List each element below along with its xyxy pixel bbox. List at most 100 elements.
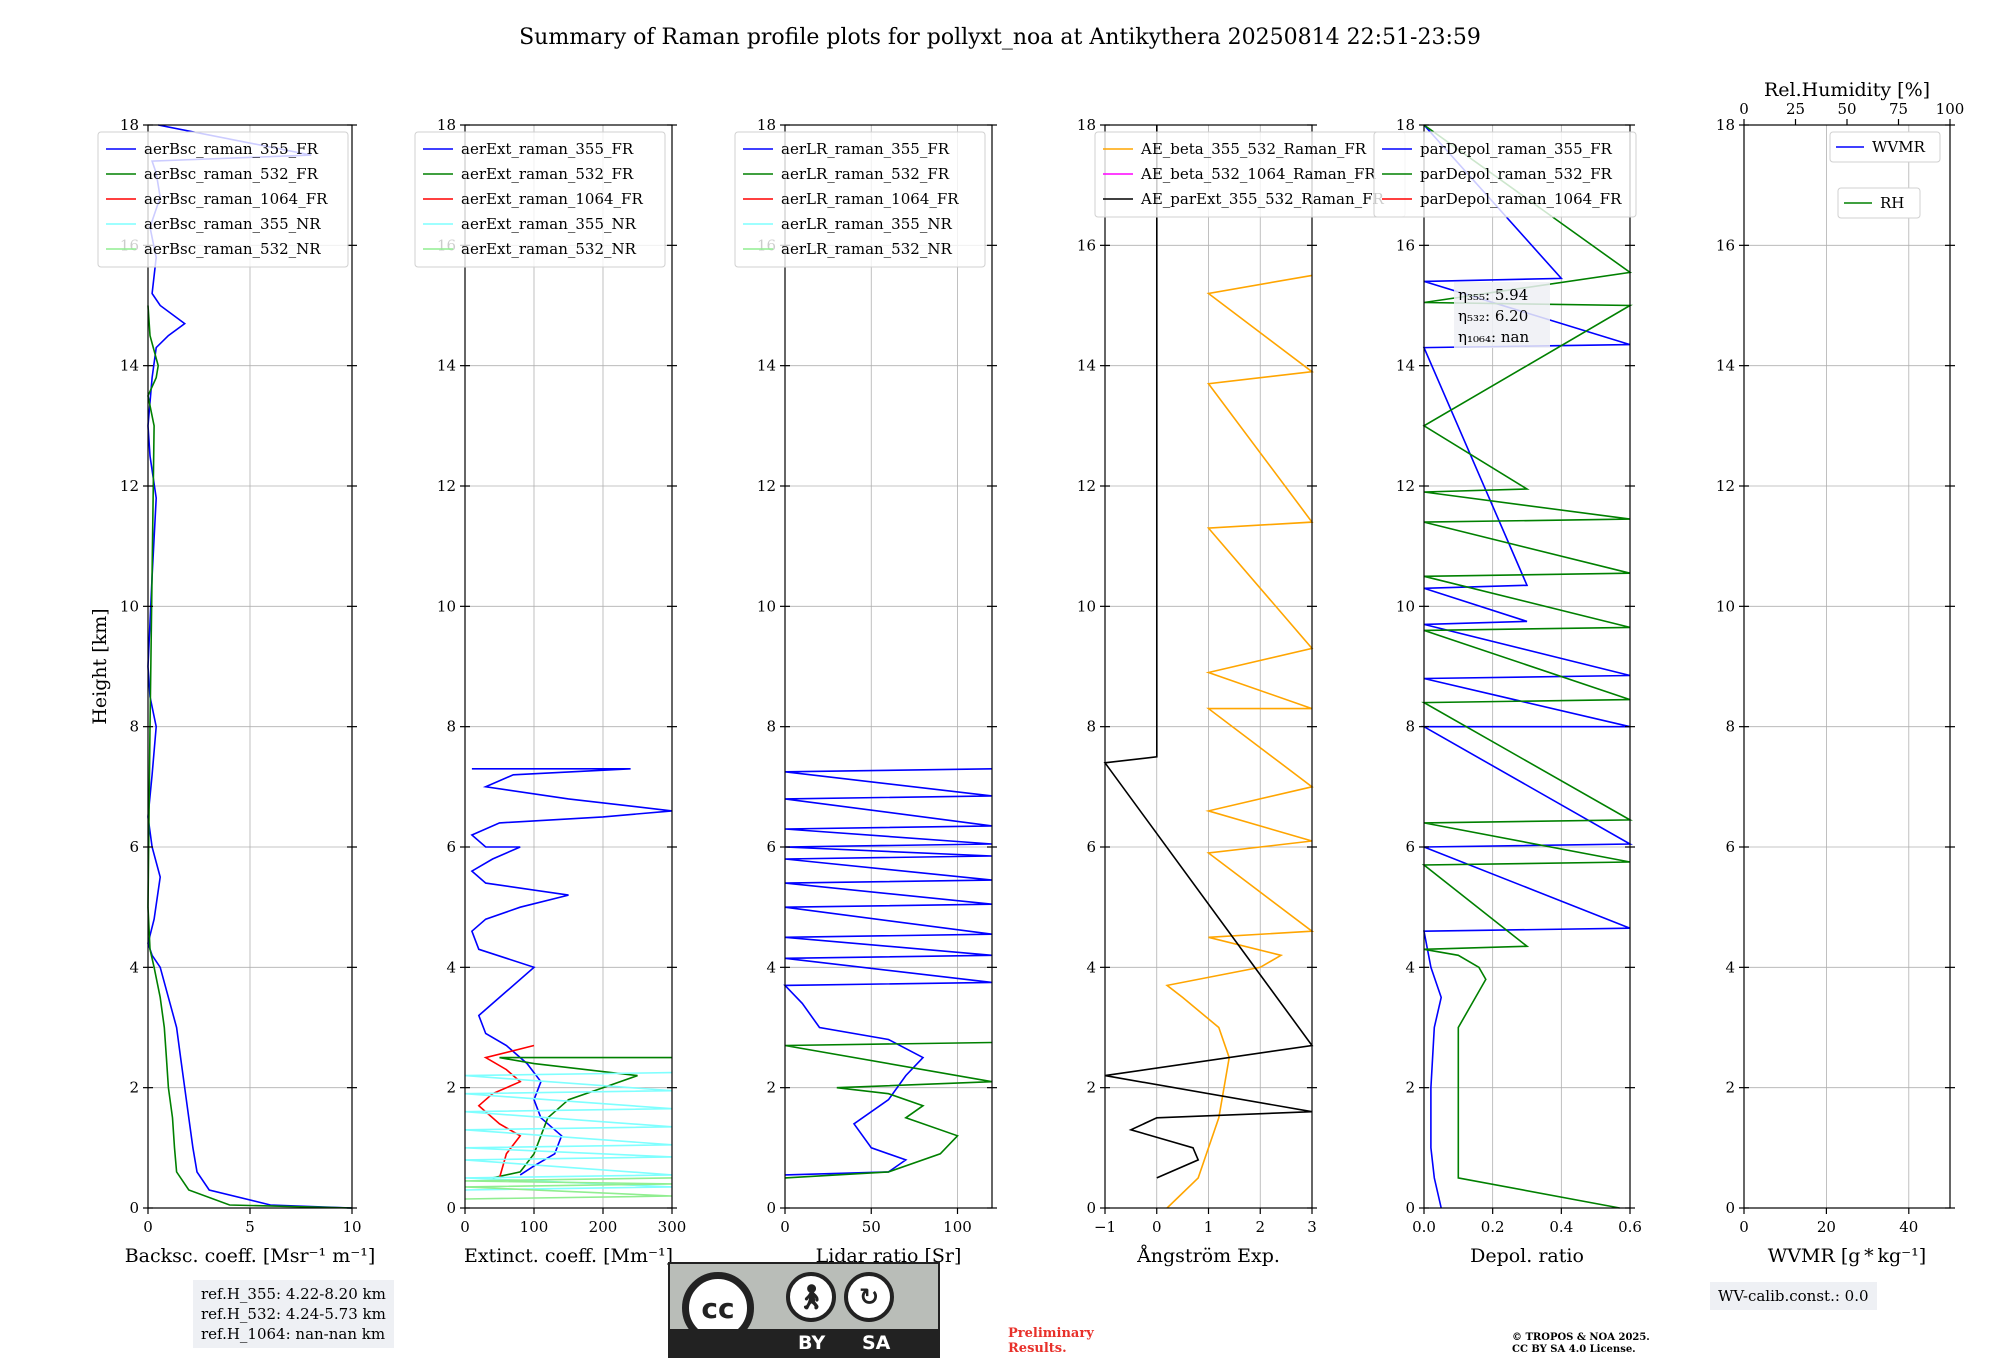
ref-height-355: ref.H_355: 4.22-8.20 km [201,1285,386,1303]
y-tick-label: 14 [437,357,456,375]
x-tick-label: 300 [658,1218,687,1236]
annotation-line: η₅₃₂: 6.20 [1458,307,1528,325]
x-axis-label: Ångström Exp. [1136,1245,1280,1267]
share-alike-icon: ↻ [844,1272,894,1322]
legend-label: aerBsc_raman_355_FR [144,140,319,158]
legend-label: aerLR_raman_355_NR [781,215,952,233]
y-tick-label: 18 [1396,116,1415,134]
y-tick-label: 2 [129,1079,139,1097]
legend-label: aerLR_raman_532_FR [781,165,950,183]
wv-calib-box: WV-calib.const.: 0.0 [1710,1282,1877,1310]
y-tick-label: 12 [120,477,139,495]
ref-height-box: ref.H_355: 4.22-8.20 km ref.H_532: 4.24-… [193,1280,394,1348]
y-tick-label: 14 [757,357,776,375]
y-tick-label: 8 [446,718,456,736]
y-tick-label: 4 [129,958,139,976]
x-tick-label: 5 [245,1218,255,1236]
x-axis-label: Depol. ratio [1470,1245,1584,1267]
y-tick-label: 4 [446,958,456,976]
y-tick-label: 16 [1077,236,1096,254]
y-axis-label: Height [km] [89,608,111,724]
copyright-note: © TROPOS & NOA 2025. CC BY SA 4.0 Licens… [1512,1332,1650,1356]
panel-2: 0246810121416180100200300Extinct. coeff.… [414,116,687,1267]
y-tick-label: 10 [1396,597,1415,615]
copyright-line-1: © TROPOS & NOA 2025. [1512,1332,1650,1343]
y-tick-label: 16 [1716,236,1735,254]
x-tick-label: 0 [780,1218,790,1236]
x-tick-label: 100 [943,1218,972,1236]
y-tick-label: 0 [129,1199,139,1217]
x2-axis-label: Rel.Humidity [%] [1764,79,1930,101]
series-line-aerBsc_raman_532_FR [147,305,353,1209]
legend-label: aerBsc_raman_355_NR [144,215,321,233]
legend-label: aerLR_raman_1064_FR [781,190,959,208]
legend-label: aerLR_raman_532_NR [781,240,952,258]
x2-tick-label: 25 [1786,100,1805,118]
plot-frame [784,124,993,1209]
annotation-box [1454,282,1550,348]
y-tick-label: 4 [1086,958,1096,976]
series-line-AE_parExt_355_532_Raman_FR [1103,125,1314,1179]
annotation-line: η₃₅₅: 5.94 [1458,286,1528,304]
y-tick-label: 6 [1086,838,1096,856]
legend-label: aerBsc_raman_532_FR [144,165,319,183]
x-tick-label: 0 [143,1218,153,1236]
panel-5: 0 2 4 6 8 10 12 14 16 18 0.0 0.2 0.4 0.6 Depol. ratio p… [1373,116,1642,1267]
cc-license-logo: cc 🚶︎ ↻ BY SA [668,1262,940,1358]
legend-label: parDepol_raman_532_FR [1420,165,1613,183]
x-tick-label: 3 [1307,1218,1317,1236]
preliminary-note: Preliminary Results. [1008,1326,1094,1356]
series-line-parDepol_raman_532_FR [1421,124,1633,1209]
legend-label: parDepol_raman_1064_FR [1420,190,1622,208]
panel-3: 024681012141618050100Lidar ratio [Sr]aer… [734,116,997,1267]
y-tick-label: 16 [1396,236,1415,254]
x-tick-label: 50 [862,1218,881,1236]
legend-label: aerExt_raman_532_FR [461,165,634,183]
x2-tick-label: 50 [1837,100,1856,118]
y-tick-label: 2 [1725,1079,1735,1097]
series-line-AE_beta_355_532_Raman_FR [1165,274,1315,1209]
legend-label: RH [1880,194,1904,212]
person-icon: 🚶︎ [786,1272,836,1322]
y-tick-label: 0 [446,1199,456,1217]
y-tick-label: 8 [1086,718,1096,736]
x-axis-label: Backsc. coeff. [Msr⁻¹ m⁻¹] [125,1245,376,1267]
y-tick-label: 10 [437,597,456,615]
y-tick-label: 18 [757,116,776,134]
legend-label: AE_parExt_355_532_Raman_FR [1140,190,1385,208]
x-tick-label: 2 [1255,1218,1265,1236]
preliminary-line-2: Results. [1008,1341,1067,1356]
legend-box [1837,187,1921,219]
y-tick-label: 18 [1716,116,1735,134]
x-tick-label: 20 [1817,1218,1836,1236]
y-tick-label: 12 [1077,477,1096,495]
series-line-aerExt_raman_355_NR [464,1071,673,1191]
series-line-aerExt_raman_532_NR [464,1177,673,1200]
y-tick-label: 6 [129,838,139,856]
y-tick-label: 6 [1725,838,1735,856]
y-tick-label: 12 [1396,477,1415,495]
y-tick-label: 14 [120,357,139,375]
legend-label: AE_beta_532_1064_Raman_FR [1140,165,1376,183]
panels: 0246810121416180510Backsc. coeff. [Msr⁻¹… [89,79,1964,1267]
y-tick-label: 6 [446,838,456,856]
x-tick-label: −1 [1094,1218,1116,1236]
x-tick-label: 0.6 [1618,1218,1642,1236]
x2-tick-label: 0 [1739,100,1749,118]
y-tick-label: 10 [757,597,776,615]
legend-label: aerLR_raman_355_FR [781,140,950,158]
cc-bar [670,1329,938,1356]
y-tick-label: 2 [446,1079,456,1097]
preliminary-line-1: Preliminary [1008,1326,1094,1341]
x2-tick-label: 75 [1889,100,1908,118]
cc-by-label: BY [798,1332,826,1354]
legend-box [414,131,666,268]
legend-box [97,131,349,268]
y-tick-label: 8 [1725,718,1735,736]
legend-box [1829,131,1941,163]
x-tick-label: 10 [342,1218,361,1236]
legend-label: aerExt_raman_355_FR [461,140,634,158]
y-tick-label: 2 [1405,1079,1415,1097]
